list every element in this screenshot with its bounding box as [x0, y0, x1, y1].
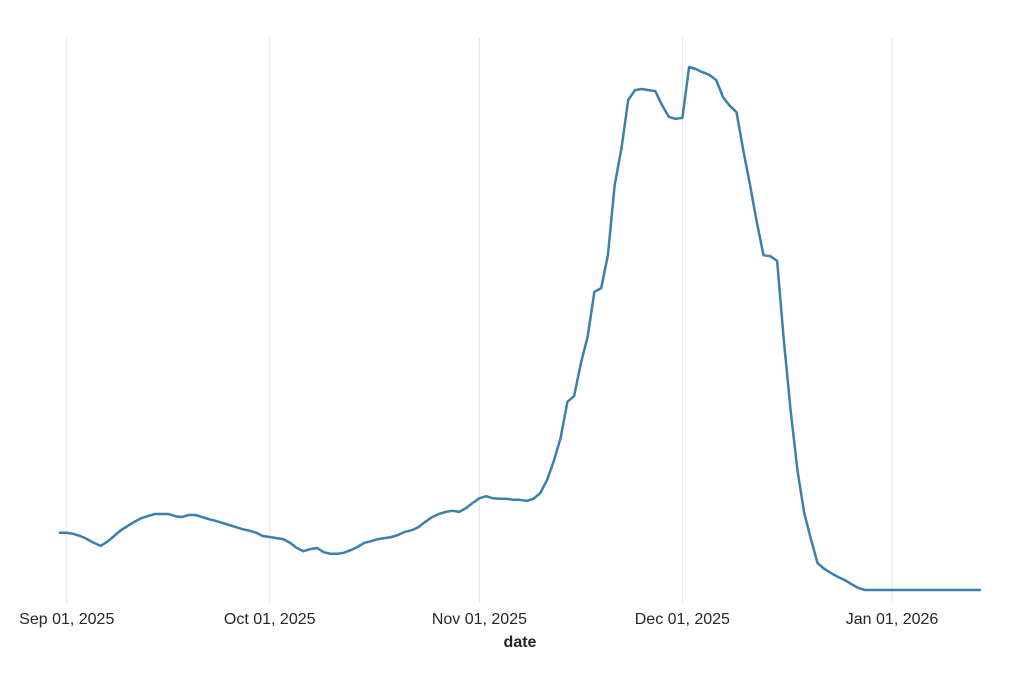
x-axis-title: date — [504, 634, 537, 651]
x-gridlines — [66, 38, 893, 603]
x-tick-label: Oct 01, 2025 — [224, 611, 316, 628]
x-tick-label: Dec 01, 2025 — [635, 611, 730, 628]
x-tick-label: Nov 01, 2025 — [432, 611, 527, 628]
x-tick-labels: Sep 01, 2025 Oct 01, 2025 Nov 01, 2025 Dec … — [19, 611, 938, 628]
x-tick-label: Sep 01, 2025 — [19, 611, 114, 628]
series-line — [58, 65, 982, 592]
x-tick-label: Jan 01, 2026 — [846, 611, 939, 628]
